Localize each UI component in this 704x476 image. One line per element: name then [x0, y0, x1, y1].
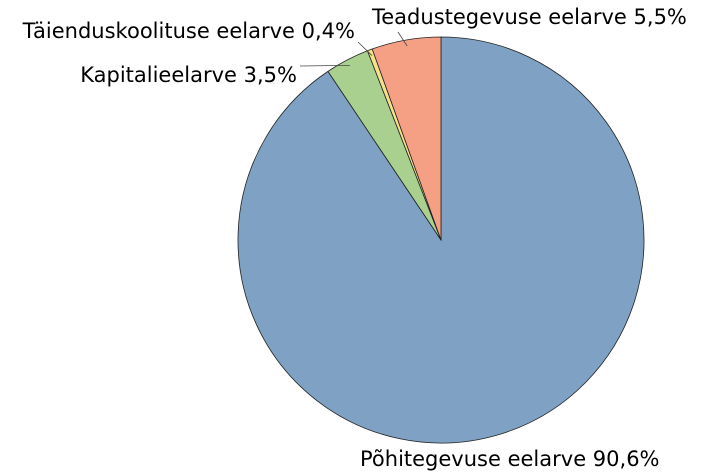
leader-line [357, 41, 373, 56]
value-label: 5,5% [634, 5, 687, 29]
category-name: Täienduskoolituse eelarve [22, 19, 295, 43]
slice-label: Täienduskoolituse eelarve 0,4% [22, 19, 355, 43]
leader-line [299, 65, 350, 67]
value-label: 90,6% [593, 447, 660, 471]
slice-label: Teadustegevuse eelarve 5,5% [371, 5, 687, 29]
leader-line [397, 31, 408, 47]
value-label: 3,5% [244, 63, 297, 87]
category-name: Kapitalieelarve [80, 63, 237, 87]
value-label: 0,4% [302, 19, 355, 43]
slice-label: Kapitalieelarve 3,5% [80, 63, 297, 87]
category-name: Põhitegevuse eelarve [360, 447, 586, 471]
slice-label: Põhitegevuse eelarve 90,6% [360, 447, 660, 471]
category-name: Teadustegevuse eelarve [371, 5, 627, 29]
pie-slice [371, 36, 442, 241]
